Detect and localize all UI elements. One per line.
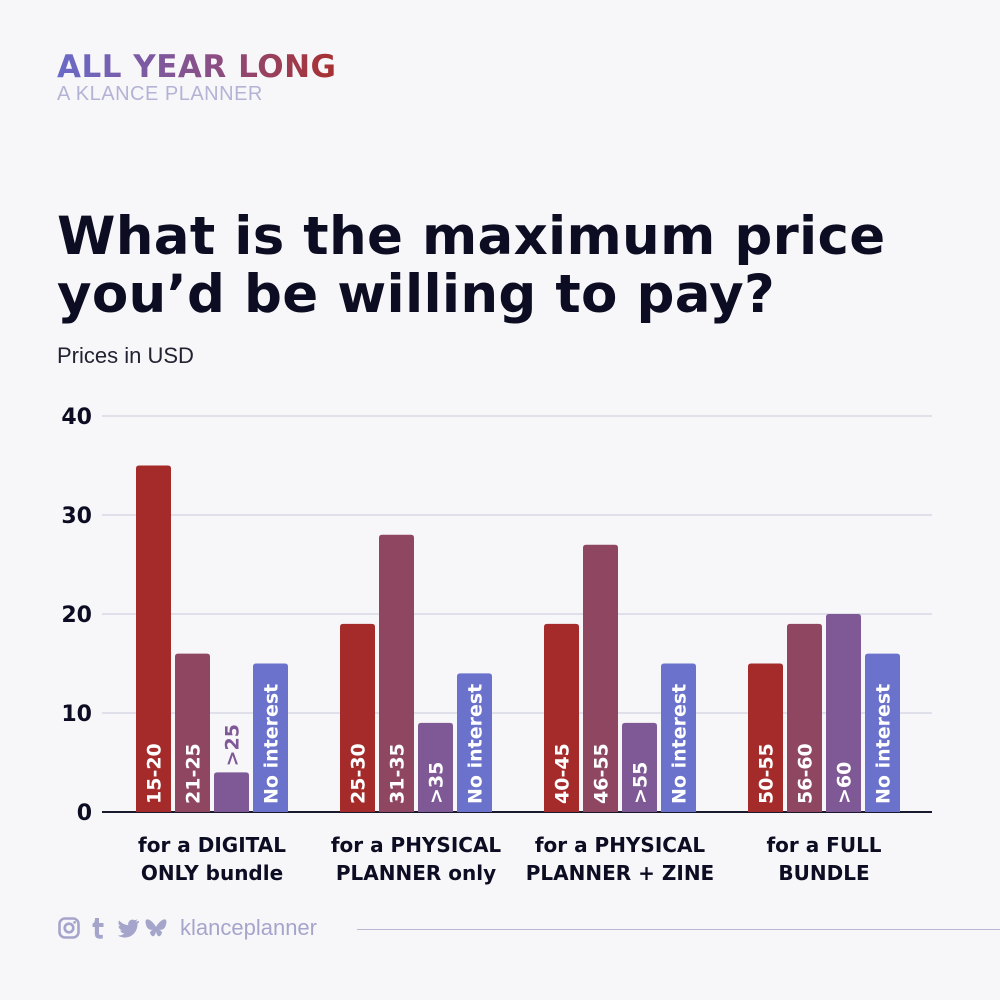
- bar-chart: 0 10 20 30 40 15-20 21-25 >25 No interest for a D…: [61, 405, 932, 885]
- title-line-1: What is the maximum price: [57, 206, 886, 267]
- chart-question-title: What is the maximum price you’d be willi…: [57, 208, 957, 324]
- bar: [214, 772, 249, 812]
- bar: [253, 663, 288, 812]
- bar-label: >55: [630, 762, 652, 804]
- footer: klanceplanner: [57, 912, 1000, 946]
- social-handle[interactable]: klanceplanner: [180, 915, 317, 940]
- category-label: BUNDLE: [778, 861, 869, 885]
- category-label: PLANNER only: [336, 861, 496, 885]
- y-tick-label: 40: [61, 405, 92, 430]
- bar-label: 50-55: [756, 743, 778, 804]
- y-tick-label: 0: [77, 801, 92, 826]
- brand-subtitle: A KLANCE PLANNER: [57, 83, 263, 105]
- tumblr-icon[interactable]: [86, 916, 110, 940]
- bar: [544, 623, 579, 812]
- bar-label: >25: [222, 724, 244, 766]
- category-label: ONLY bundle: [141, 861, 283, 885]
- title-line-2: you’d be willing to pay?: [57, 264, 776, 325]
- bar-label: No interest: [873, 684, 895, 804]
- bar-label: >35: [426, 762, 448, 804]
- category-label: for a PHYSICAL: [331, 833, 502, 857]
- bar-label: No interest: [261, 684, 283, 804]
- bar: [826, 614, 861, 812]
- bar: [622, 722, 657, 812]
- category-label: for a FULL: [766, 833, 881, 857]
- bar: [418, 722, 453, 812]
- bluesky-icon[interactable]: [144, 916, 168, 940]
- category-label: PLANNER + ZINE: [526, 861, 714, 885]
- bar: [661, 663, 696, 812]
- twitter-icon[interactable]: [115, 916, 140, 940]
- bar-label: 46-55: [591, 743, 613, 804]
- bar-label: 56-60: [795, 743, 817, 804]
- bar: [136, 465, 171, 812]
- bar: [865, 653, 900, 812]
- bar: [379, 534, 414, 812]
- category-label: for a PHYSICAL: [535, 833, 706, 857]
- brand-block: ALL YEAR LONG A KLANCE PLANNER: [57, 50, 336, 104]
- footer-divider: [357, 929, 1000, 930]
- bar-label: >60: [834, 762, 856, 804]
- y-tick-label: 10: [61, 702, 92, 727]
- instagram-icon[interactable]: [57, 916, 81, 940]
- bar-label: No interest: [465, 684, 487, 804]
- bar-label: No interest: [669, 684, 691, 804]
- bar: [583, 544, 618, 812]
- chart-unit-note: Prices in USD: [57, 343, 194, 368]
- bar-label: 15-20: [144, 743, 166, 804]
- bar: [748, 663, 783, 812]
- category-label: for a DIGITAL: [138, 833, 286, 857]
- bar: [787, 623, 822, 812]
- bar: [340, 623, 375, 812]
- y-tick-label: 20: [61, 603, 92, 628]
- bar: [175, 653, 210, 812]
- y-tick-label: 30: [61, 504, 92, 529]
- bar-label: 21-25: [183, 743, 205, 804]
- brand-title: ALL YEAR LONG: [57, 49, 337, 85]
- bar-label: 31-35: [387, 743, 409, 804]
- bar: [457, 673, 492, 812]
- social-icons: [57, 916, 168, 940]
- bar-label: 40-45: [552, 743, 574, 804]
- bar-label: 25-30: [348, 743, 370, 804]
